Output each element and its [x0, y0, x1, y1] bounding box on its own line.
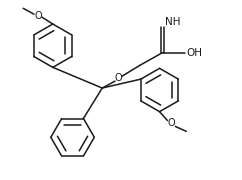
Text: O: O: [34, 11, 42, 21]
Text: NH: NH: [166, 17, 181, 27]
Text: O: O: [114, 73, 122, 83]
Text: OH: OH: [186, 48, 202, 58]
Text: O: O: [168, 118, 175, 129]
